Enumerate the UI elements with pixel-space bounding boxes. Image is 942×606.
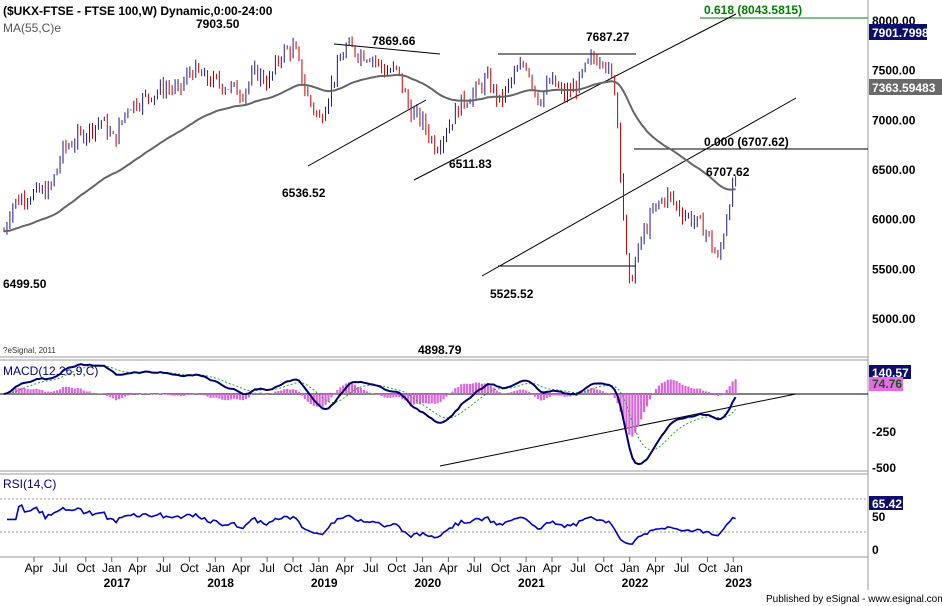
x-month-5: Jul (156, 561, 171, 575)
ma-value: 7363.59483 (872, 81, 936, 95)
last-price-value: 7901.7998 (872, 26, 929, 40)
annotation-fib-0: 0.000 (6707.62) (704, 135, 789, 149)
x-month-1: Jul (52, 561, 67, 575)
annotation-4898: 4898.79 (418, 343, 462, 357)
ma-55-line (3, 73, 736, 233)
rsi-tick-0: 0 (872, 543, 879, 557)
annotation-6536: 6536.52 (282, 186, 326, 200)
x-month-12: Apr (335, 561, 354, 575)
price-tick-5: 5500.00 (872, 262, 916, 276)
annotation-6499: 6499.50 (3, 277, 47, 291)
x-month-7: Jan (206, 561, 225, 575)
channel-lower (481, 97, 797, 277)
annotation-7687: 7687.27 (586, 30, 630, 44)
macd-label: MACD(12,26,9,C) (3, 364, 98, 378)
x-month-18: Oct (491, 561, 510, 575)
time-axis: Apr Jul Oct Jan Apr Jul Oct Jan Apr Jul Oct Jan Apr J… (25, 557, 752, 590)
annotation-fib-618: 0.618 (8043.5815) (704, 3, 802, 17)
rsi-line (7, 503, 736, 545)
x-month-0: Apr (25, 561, 44, 575)
x-month-20: Apr (543, 561, 562, 575)
macd-histogram (5, 379, 737, 437)
x-month-10: Oct (284, 561, 303, 575)
x-year-2017: 2017 (104, 576, 131, 590)
x-month-24: Apr (646, 561, 665, 575)
x-month-8: Apr (232, 561, 251, 575)
annotation-7869: 7869.66 (372, 34, 416, 48)
x-month-4: Apr (128, 561, 147, 575)
x-month-19: Jan (516, 561, 535, 575)
x-month-27: Jan (724, 561, 743, 575)
macd-tick-500: -500 (872, 461, 896, 475)
x-year-2018: 2018 (207, 576, 234, 590)
annotation-7903: 7903.50 (196, 17, 240, 31)
price-tick-4: 6000.00 (872, 213, 916, 227)
ma-label: MA(55,C)e (3, 21, 61, 35)
channel-upper (413, 13, 737, 181)
rsi-value-tag (869, 496, 903, 510)
x-year-2020: 2020 (414, 576, 441, 590)
x-month-26: Oct (698, 561, 717, 575)
publisher-credit: Published by eSignal - www.esignal.com (766, 594, 942, 605)
last-price-tag (869, 24, 927, 40)
x-month-9: Jul (259, 561, 274, 575)
macd-value-tag (869, 365, 911, 379)
rsi-label: RSI(14,C) (3, 477, 56, 491)
x-month-25: Jul (674, 561, 689, 575)
macd-signal-tag (869, 377, 903, 391)
price-tick-3: 6500.00 (872, 163, 916, 177)
x-year-2021: 2021 (518, 576, 545, 590)
ma-value-tag (869, 79, 942, 95)
x-month-21: Jul (570, 561, 585, 575)
x-year-2022: 2022 (622, 576, 649, 590)
x-year-2023: 2023 (725, 576, 752, 590)
annotation-6707: 6707.62 (706, 165, 750, 179)
x-month-3: Jan (102, 561, 121, 575)
annotation-5525: 5525.52 (490, 287, 534, 301)
x-month-15: Jan (413, 561, 432, 575)
annotation-6511: 6511.83 (449, 157, 492, 171)
price-tick-2: 7000.00 (872, 113, 916, 127)
x-year-2019: 2019 (311, 576, 338, 590)
rsi-tick-50: 50 (872, 510, 886, 524)
x-month-6: Oct (180, 561, 199, 575)
macd-trendline (439, 393, 797, 467)
x-month-13: Jul (363, 561, 378, 575)
price-axis: 8000.007500.007000.006500.006000.005500.… (872, 14, 916, 326)
trendline-bottom-2019 (307, 99, 427, 167)
price-tick-1: 7500.00 (872, 64, 916, 78)
x-month-14: Oct (387, 561, 406, 575)
chart-title: ($UKX-FTSE - FTSE 100,W) Dynamic,0:00-24… (3, 4, 273, 18)
x-month-23: Jan (620, 561, 639, 575)
x-month-17: Jul (467, 561, 482, 575)
macd-value: 140.57 (872, 366, 909, 380)
price-tick-6: 5000.00 (872, 312, 916, 326)
macd-signal-value: 74.76 (872, 377, 902, 391)
x-month-16: Apr (439, 561, 458, 575)
price-panel (0, 0, 868, 357)
x-month-22: Oct (594, 561, 613, 575)
copyright-label: ?eSignal, 2011 (3, 346, 56, 355)
macd-line (3, 363, 737, 466)
macd-tick-250: -250 (872, 425, 896, 439)
x-month-11: Jan (309, 561, 328, 575)
x-month-2: Oct (76, 561, 95, 575)
rsi-value: 65.42 (872, 497, 902, 511)
